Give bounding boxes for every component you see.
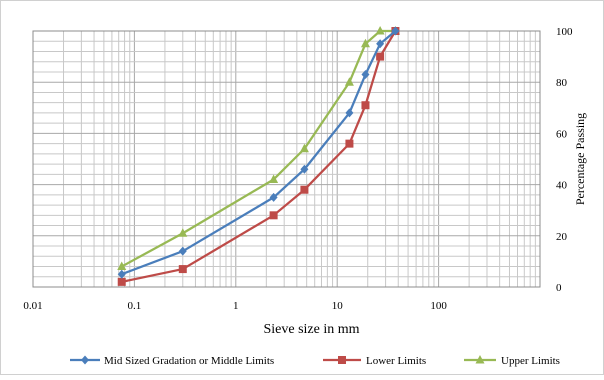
data-point xyxy=(361,101,370,110)
y-tick-label: 40 xyxy=(556,180,568,192)
legend-marker xyxy=(338,356,346,364)
legend-label: Lower Limits xyxy=(366,355,426,367)
x-tick-label: 1 xyxy=(233,300,239,312)
y-tick-label: 80 xyxy=(556,77,568,89)
x-tick-label: 0.01 xyxy=(23,300,42,312)
x-axis-title: Sieve size in mm xyxy=(263,322,359,337)
series-2 xyxy=(117,26,400,271)
data-point xyxy=(269,192,278,202)
data-point xyxy=(376,39,385,49)
series-0 xyxy=(117,26,400,279)
legend: Mid Sized Gradation or Middle Limits Lowe… xyxy=(70,355,560,367)
data-point xyxy=(117,277,126,286)
series-line xyxy=(121,30,397,276)
y-tick-label: 60 xyxy=(556,128,568,140)
data-point xyxy=(299,143,309,153)
y-tick-label: 100 xyxy=(556,26,573,38)
series xyxy=(117,26,400,286)
data-point xyxy=(345,139,354,148)
legend-marker xyxy=(81,355,89,365)
legend-entry: Upper Limits xyxy=(464,355,560,367)
y-tick-label: 0 xyxy=(556,282,562,294)
x-axis-ticks: 0.01 0.1 1 10 100 xyxy=(23,300,447,312)
data-point xyxy=(178,228,188,237)
legend-entry: Mid Sized Gradation or Middle Limits xyxy=(70,355,274,367)
legend-entry: Lower Limits xyxy=(323,355,426,367)
legend-marker xyxy=(475,355,485,364)
data-point xyxy=(345,108,354,118)
data-point xyxy=(361,70,370,80)
data-point xyxy=(117,261,127,271)
legend-label: Mid Sized Gradation or Middle Limits xyxy=(104,355,274,367)
data-point xyxy=(178,265,187,274)
grid xyxy=(33,31,540,287)
plot-frame xyxy=(32,30,541,288)
data-point xyxy=(344,77,354,86)
data-point xyxy=(376,52,385,61)
x-tick-label: 100 xyxy=(430,300,447,312)
x-tick-label: 0.1 xyxy=(128,300,142,312)
data-point xyxy=(375,26,385,35)
data-point xyxy=(269,174,279,183)
data-point xyxy=(269,211,278,220)
data-point xyxy=(300,164,309,174)
data-point xyxy=(391,26,400,36)
data-point xyxy=(360,38,370,48)
legend-label: Upper Limits xyxy=(501,355,560,367)
data-point xyxy=(300,185,309,194)
x-tick-label: 10 xyxy=(332,300,344,312)
y-tick-label: 20 xyxy=(556,231,568,243)
series-line xyxy=(121,30,397,283)
data-point xyxy=(117,269,126,279)
y-axis-ticks: 0 20 40 60 80 100 xyxy=(556,26,573,294)
data-point xyxy=(178,246,187,256)
y-axis-title: Percentage Passing xyxy=(573,113,587,205)
